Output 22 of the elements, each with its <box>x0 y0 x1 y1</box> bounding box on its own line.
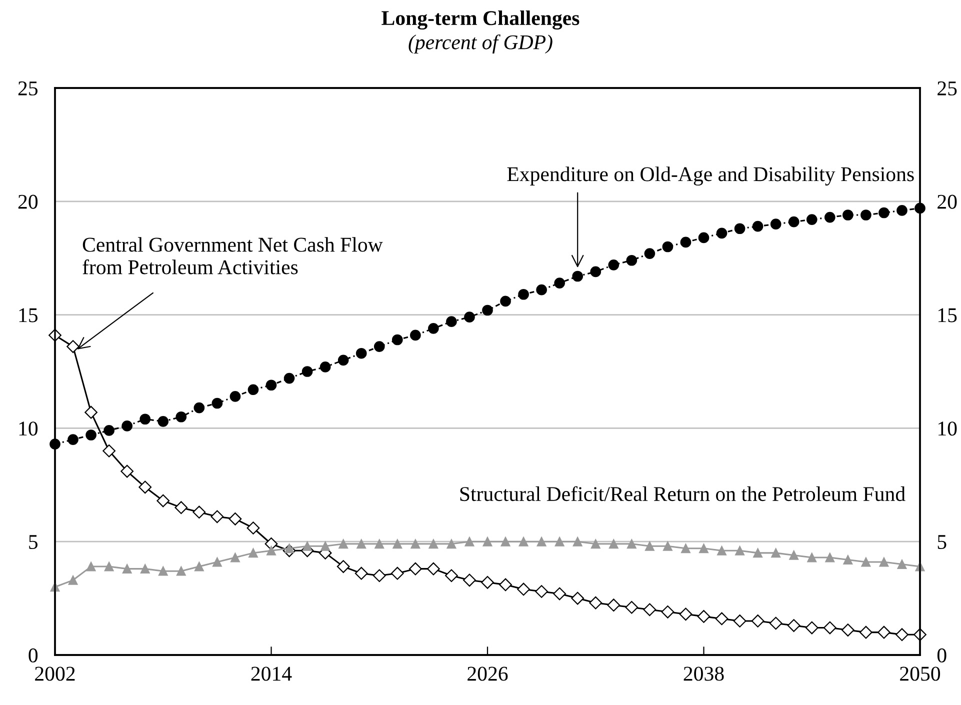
y-tick-label: 0 <box>28 648 38 662</box>
y-tick-label: 25 <box>18 81 38 96</box>
y-tick-label: 5 <box>29 535 38 550</box>
x-tick-label: 2038 <box>684 666 724 681</box>
y2-tick-label: 5 <box>938 535 946 550</box>
series-label: Structural Deficit/Real Return on the Petroleum Fund <box>460 486 906 502</box>
y2-tick-label: 15 <box>938 308 957 322</box>
chart-title: Long-term Challenges <box>382 10 580 30</box>
y-tick-label: 15 <box>19 308 38 322</box>
y-tick-label: 10 <box>19 422 38 436</box>
text: Central Government Net Cash Flow from Petroleum Activities <box>82 237 383 274</box>
series-label: Expenditure on Old-Age and Disability Pensions <box>507 166 914 186</box>
y2-tick-label: 0 <box>937 648 946 662</box>
y-tick-label: 20 <box>18 194 38 209</box>
y2-tick-label: 20 <box>938 194 957 209</box>
x-tick-label: 2014 <box>251 666 292 681</box>
x-tick-label: 2026 <box>468 666 508 681</box>
chart-subtitle: (percent of GDP) <box>408 34 552 54</box>
y2-tick-label: 10 <box>938 422 957 436</box>
y2-tick-label: 25 <box>938 81 957 96</box>
x-tick-label: 2050 <box>900 666 940 681</box>
x-tick-label: 2002 <box>35 666 75 681</box>
